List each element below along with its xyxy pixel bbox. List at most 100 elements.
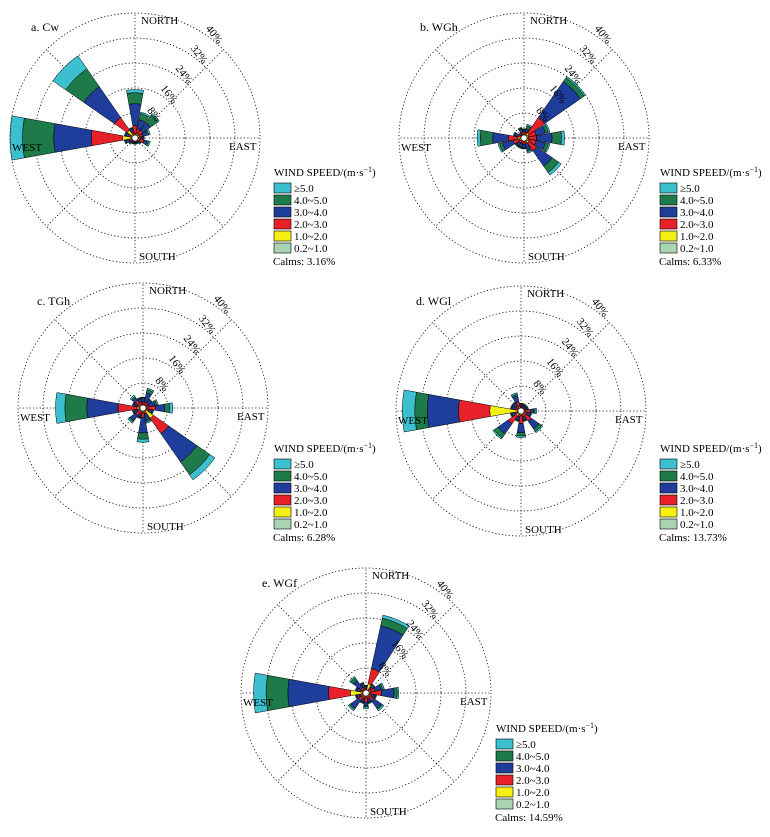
legend-swatch: [659, 242, 678, 254]
grid-ring: [395, 285, 647, 537]
legend-swatch: [273, 494, 292, 506]
ring-label: 32%: [577, 43, 599, 66]
petal-segment: [328, 686, 351, 700]
legend-label: 1.0~2.0: [294, 507, 328, 519]
direction-label-east: EAST: [237, 411, 265, 423]
legend-swatch: [659, 206, 678, 218]
petal-segment: [497, 143, 504, 153]
legend-label: ≥5.0: [680, 183, 700, 195]
calms-label: Calms: 13.73%: [659, 532, 727, 544]
direction-label-west: WEST: [20, 412, 50, 424]
grid-spoke: [134, 137, 224, 227]
legend-label: 0.2~1.0: [680, 243, 714, 255]
grid-spoke: [277, 604, 367, 694]
legend-swatch: [273, 230, 292, 242]
grid-ring: [240, 567, 492, 819]
panel-title: d. WGl: [416, 294, 452, 308]
legend-label: 3.0~4.0: [516, 763, 550, 775]
ring-label: 16%: [166, 353, 188, 376]
petal-segment: [529, 408, 534, 414]
petal-segment: [355, 686, 358, 692]
legend-swatch: [495, 786, 514, 798]
petal-segment: [514, 143, 519, 148]
petal-segment: [551, 131, 562, 145]
petal-segment: [151, 409, 154, 415]
petal-segment: [363, 701, 369, 706]
legend-label: 3.0~4.0: [294, 483, 328, 495]
direction-label-east: EAST: [615, 414, 643, 426]
petal-segment: [137, 432, 149, 440]
grid-spoke: [435, 137, 525, 227]
petal-segment: [522, 419, 528, 422]
petal-segment: [367, 701, 373, 704]
calms-label: Calms: 6.28%: [273, 532, 335, 544]
petal-segment: [164, 403, 170, 413]
legend-title: WIND SPEED/(m·s−1): [496, 721, 598, 735]
calms-label: Calms: 14.59%: [495, 812, 563, 824]
petal-segment: [168, 402, 173, 414]
direction-label-south: SOUTH: [370, 806, 407, 818]
calms-label: Calms: 3.16%: [273, 256, 335, 268]
legend-title: WIND SPEED/(m·s−1): [274, 441, 376, 455]
direction-label-south: SOUTH: [528, 251, 565, 263]
petal-segment: [136, 438, 150, 443]
legend-label: 1.0~2.0: [294, 231, 328, 243]
legend-swatch: [273, 518, 292, 530]
petal-segment: [132, 409, 135, 415]
legend-label: 3.0~4.0: [680, 483, 714, 495]
legend-swatch: [659, 218, 678, 230]
petal-segment: [516, 435, 526, 438]
petal-segment: [526, 406, 529, 410]
petal-segment: [128, 141, 132, 145]
legend-label: 0.2~1.0: [294, 519, 328, 531]
petal-segment: [544, 143, 551, 153]
petal-segment: [521, 147, 527, 150]
ring-label: 24%: [559, 336, 581, 359]
direction-label-north: NORTH: [372, 570, 409, 582]
legend-title: WIND SPEED/(m·s−1): [274, 165, 376, 179]
petal-segment: [565, 76, 586, 97]
petal-segment: [362, 706, 370, 709]
ring-label: 32%: [196, 313, 218, 336]
legend-swatch: [659, 458, 678, 470]
legend-swatch: [273, 194, 292, 206]
petal-segment: [129, 394, 136, 401]
petal-segment: [510, 412, 513, 418]
calms-center: [517, 407, 525, 415]
direction-label-west: WEST: [12, 142, 42, 154]
petal-segment: [52, 55, 88, 91]
petal-segment: [522, 403, 526, 406]
legend-swatch: [273, 218, 292, 230]
legend-label: 2.0~3.0: [516, 775, 550, 787]
petal-segment: [140, 111, 150, 118]
petal-segment: [524, 404, 528, 408]
petal-segment: [516, 423, 526, 434]
legend-label: 2.0~3.0: [294, 219, 328, 231]
petal-segment: [511, 401, 516, 406]
grid-ring: [398, 12, 650, 264]
petal-segment: [138, 141, 142, 145]
petal-segment: [380, 682, 385, 690]
calms-center: [139, 404, 147, 412]
petal-segment: [476, 129, 482, 147]
legend-label: 1.0~2.0: [680, 231, 714, 243]
grid-spoke: [54, 407, 144, 497]
petal-segment: [526, 149, 533, 154]
legend-label: ≥5.0: [294, 459, 314, 471]
petal-segment: [127, 417, 134, 424]
legend-label: 2.0~3.0: [680, 219, 714, 231]
petal-segment: [364, 684, 368, 687]
panel-title: a. Cw: [31, 20, 59, 34]
grid-spoke: [435, 49, 525, 139]
legend-label: 0.2~1.0: [680, 519, 714, 531]
ring-label: 32%: [419, 598, 441, 621]
legend-swatch: [495, 750, 514, 762]
petal-segment: [510, 404, 513, 410]
panel-title: b. WGh: [420, 20, 458, 34]
direction-label-east: EAST: [460, 696, 488, 708]
grid-spoke: [46, 137, 136, 227]
petal-segment: [143, 136, 145, 140]
